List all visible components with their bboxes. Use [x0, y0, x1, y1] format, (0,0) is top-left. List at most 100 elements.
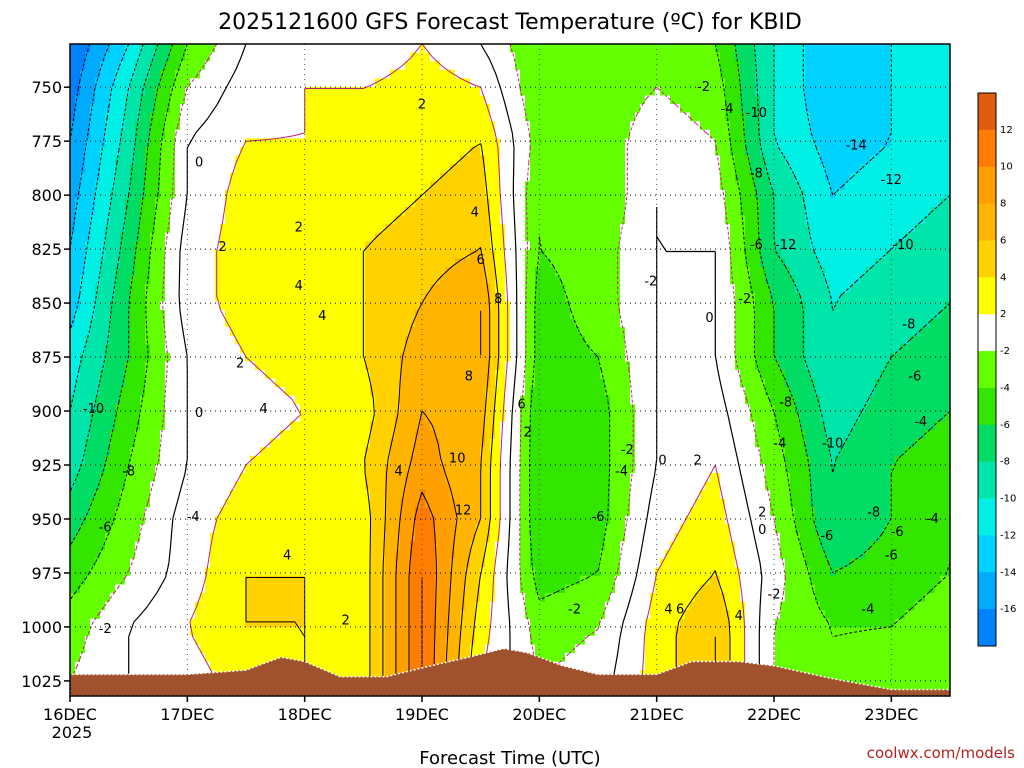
- field-cell: [285, 635, 291, 646]
- field-cell: [135, 387, 141, 397]
- field-cell: [75, 464, 81, 474]
- field-cell: [365, 567, 371, 577]
- field-cell: [305, 318, 311, 328]
- field-cell: [250, 241, 256, 251]
- field-cell: [115, 327, 121, 337]
- field-cell: [195, 550, 201, 560]
- field-cell: [395, 430, 401, 440]
- field-cell: [285, 284, 291, 294]
- field-cell: [290, 618, 296, 628]
- field-cell: [350, 86, 356, 97]
- field-cell: [250, 455, 256, 465]
- field-cell: [295, 524, 301, 534]
- field-cell: [200, 78, 206, 88]
- field-cell: [235, 635, 241, 646]
- field-cell: [305, 146, 311, 157]
- field-cell: [120, 361, 126, 371]
- field-cell: [80, 292, 86, 302]
- field-cell: [335, 515, 341, 526]
- field-cell: [260, 438, 266, 448]
- field-cell: [180, 644, 186, 654]
- field-cell: [380, 189, 386, 200]
- field-cell: [180, 292, 186, 302]
- field-cell: [345, 361, 351, 371]
- field-cell: [360, 430, 366, 440]
- field-cell: [260, 344, 266, 354]
- field-cell: [340, 224, 346, 234]
- field-cell: [190, 44, 196, 54]
- field-cell: [250, 387, 256, 397]
- field-cell: [75, 481, 81, 491]
- field-cell: [385, 524, 391, 534]
- field-cell: [390, 421, 396, 431]
- field-cell: [135, 395, 141, 405]
- field-cell: [80, 361, 86, 371]
- field-cell: [340, 610, 346, 620]
- field-cell: [310, 198, 316, 208]
- field-cell: [390, 481, 396, 491]
- field-cell: [295, 78, 301, 88]
- field-cell: [140, 464, 146, 474]
- field-cell: [350, 267, 356, 277]
- field-cell: [120, 52, 126, 62]
- field-cell: [360, 138, 366, 148]
- field-cell: [140, 635, 146, 646]
- field-cell: [315, 207, 321, 217]
- field-cell: [70, 327, 76, 337]
- field-cell: [110, 241, 116, 251]
- field-cell: [255, 498, 261, 508]
- field-cell: [315, 558, 321, 568]
- field-cell: [380, 138, 386, 148]
- field-cell: [360, 644, 366, 654]
- field-cell: [285, 292, 291, 302]
- field-cell: [250, 86, 256, 97]
- field-cell: [95, 455, 101, 465]
- field-cell: [210, 129, 216, 139]
- field-cell: [330, 301, 336, 311]
- field-cell: [295, 164, 301, 174]
- field-cell: [200, 61, 206, 71]
- field-cell: [75, 129, 81, 139]
- field-cell: [115, 344, 121, 354]
- field-cell: [210, 241, 216, 251]
- field-cell: [240, 344, 246, 354]
- field-cell: [265, 172, 271, 182]
- field-cell: [215, 284, 221, 294]
- field-cell: [270, 481, 276, 491]
- field-cell: [160, 335, 166, 345]
- field-cell: [165, 370, 171, 380]
- field-cell: [160, 635, 166, 646]
- field-cell: [215, 189, 221, 200]
- field-cell: [350, 95, 356, 105]
- field-cell: [240, 584, 246, 594]
- field-cell: [345, 515, 351, 526]
- field-cell: [315, 241, 321, 251]
- field-cell: [175, 44, 181, 54]
- field-cell: [165, 593, 171, 603]
- field-cell: [375, 610, 381, 620]
- field-cell: [115, 172, 121, 182]
- field-cell: [395, 472, 401, 483]
- field-cell: [155, 138, 161, 148]
- field-cell: [160, 644, 166, 654]
- field-cell: [235, 112, 241, 122]
- field-cell: [305, 361, 311, 371]
- field-cell: [180, 490, 186, 500]
- field-cell: [130, 627, 136, 637]
- field-cell: [230, 61, 236, 71]
- field-cell: [240, 104, 246, 114]
- field-cell: [195, 575, 201, 586]
- field-cell: [320, 267, 326, 277]
- field-cell: [215, 387, 221, 397]
- field-cell: [355, 575, 361, 586]
- field-cell: [360, 541, 366, 551]
- field-cell: [85, 146, 91, 157]
- field-cell: [315, 507, 321, 517]
- field-cell: [255, 370, 261, 380]
- field-cell: [260, 224, 266, 234]
- field-cell: [350, 430, 356, 440]
- field-cell: [205, 421, 211, 431]
- field-cell: [110, 567, 116, 577]
- field-cell: [130, 644, 136, 654]
- field-cell: [165, 455, 171, 465]
